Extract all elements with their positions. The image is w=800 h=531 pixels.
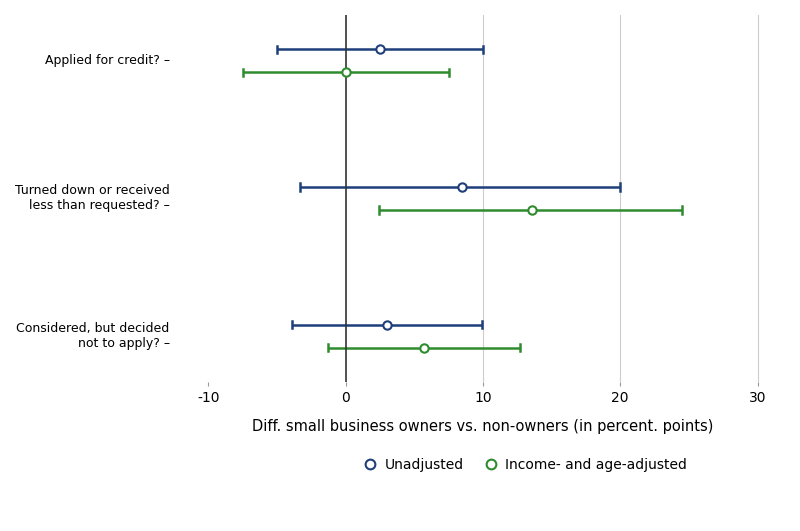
Legend: Unadjusted, Income- and age-adjusted: Unadjusted, Income- and age-adjusted [358,452,693,478]
X-axis label: Diff. small business owners vs. non-owners (in percent. points): Diff. small business owners vs. non-owne… [252,419,714,434]
